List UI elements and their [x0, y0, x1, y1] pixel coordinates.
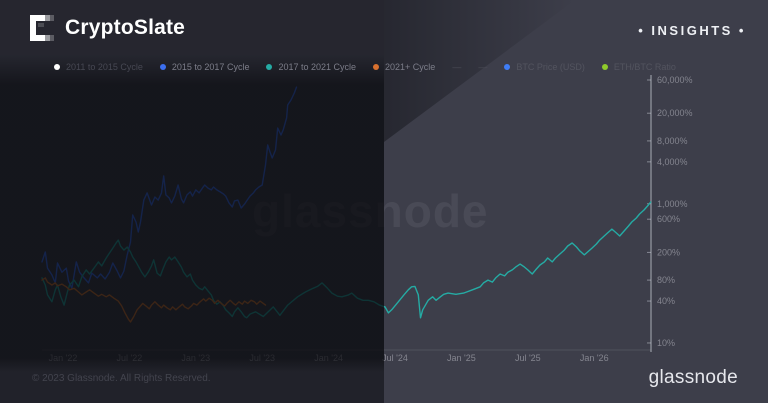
legend-dot	[601, 63, 608, 70]
legend-label: 2017 to 2021 Cycle	[278, 61, 357, 72]
y-tick-label: 40%	[657, 296, 675, 306]
legend-dot	[266, 63, 273, 70]
legend-label: 2015 to 2017 Cycle	[171, 61, 250, 72]
brand: CryptoSlate	[30, 15, 185, 41]
y-tick-label: 60,000%	[657, 75, 693, 85]
x-tick-label: Jan '23	[181, 353, 210, 363]
legend-item-2021-cycle[interactable]: 2021+ Cycle	[373, 62, 435, 72]
footer: © 2023 Glassnode. All Rights Reserved. g…	[0, 363, 768, 403]
x-tick-label: Jan '26	[580, 353, 609, 363]
legend-dot	[159, 63, 166, 70]
series-line-2017-to-2021-cycle	[41, 201, 652, 319]
insights-badge: • INSIGHTS •	[638, 23, 746, 38]
legend-item-2017-to-2021-cycle[interactable]: 2017 to 2021 Cycle	[266, 62, 356, 72]
x-tick-label: Jul '23	[249, 353, 275, 363]
legend-label: 2021+ Cycle	[385, 61, 436, 72]
y-tick-label: 10%	[657, 338, 675, 348]
y-tick-label: 4,000%	[657, 157, 688, 167]
legend-label: BTC Price (USD)	[516, 61, 585, 72]
y-tick-label: 600%	[657, 214, 680, 224]
x-tick-label: Jan '25	[447, 353, 476, 363]
x-tick-label: Jul '25	[515, 353, 541, 363]
legend-label: 2011 to 2015 Cycle	[66, 61, 143, 72]
cryptoslate-logo-icon	[30, 15, 56, 41]
legend-item-2011-to-2015-cycle[interactable]: 2011 to 2015 Cycle	[54, 62, 143, 72]
y-tick-label: 20,000%	[657, 108, 693, 118]
legend-dot	[373, 63, 380, 70]
legend-item-btc-price-usd-[interactable]: BTC Price (USD)	[504, 62, 585, 72]
header: CryptoSlate • INSIGHTS •	[0, 0, 768, 55]
chart-legend: 2011 to 2015 Cycle 2015 to 2017 Cycle 2017…	[54, 59, 676, 74]
legend-dot	[504, 63, 511, 70]
y-tick-label: 200%	[657, 247, 680, 257]
y-axis: 60,000% 20,000% 8,000% 4,000% 1,000% 600% 200%…	[647, 75, 693, 352]
y-tick-label: 8,000%	[657, 136, 688, 146]
x-tick-label: Jul '24	[382, 353, 408, 363]
x-tick-label: Jan '24	[314, 353, 343, 363]
brand-name: CryptoSlate	[65, 16, 186, 39]
legend-dash: —	[452, 61, 462, 72]
x-axis: Jan '22 Jul '22 Jan '23 Jul '23 Jan '24 Jul '…	[42, 349, 651, 363]
legend-item-2015-to-2017-cycle[interactable]: 2015 to 2017 Cycle	[159, 61, 250, 72]
legend-dash: —	[478, 61, 488, 72]
legend-label: ETH/BTC Ratio	[613, 61, 676, 72]
legend-dot	[54, 63, 60, 70]
y-tick-label: 80%	[657, 275, 675, 285]
y-tick-label: 1,000%	[657, 199, 688, 209]
x-tick-label: Jan '22	[49, 353, 78, 363]
glassnode-logo: glassnode	[648, 367, 738, 388]
x-tick-label: Jul '22	[117, 353, 143, 363]
legend-item-eth-btc-ratio[interactable]: ETH/BTC Ratio	[601, 61, 676, 72]
copyright-text: © 2023 Glassnode. All Rights Reserved.	[32, 373, 211, 384]
